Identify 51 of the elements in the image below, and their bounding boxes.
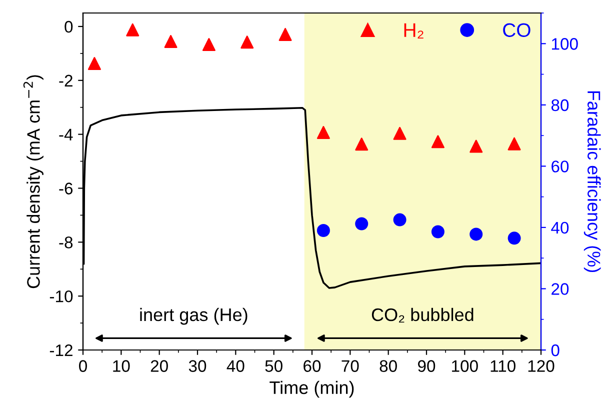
x-tick-label: 120 (528, 360, 554, 372)
y2-tick-label: 80 (551, 99, 569, 112)
point (126, 23, 140, 36)
x-tick-label: 10 (113, 360, 130, 372)
y2-tick-label: 0 (551, 344, 560, 356)
x-tick-label: 100 (452, 360, 478, 372)
x-tick-label: 110 (490, 360, 516, 372)
band-label: CO₂ bubbled (372, 308, 474, 323)
point (355, 217, 368, 230)
x-tick-label: 90 (418, 360, 436, 372)
y-tick-label: -6 (59, 182, 73, 194)
x-tick-label: 80 (380, 360, 397, 372)
annotation: inert gas (He) (140, 308, 248, 325)
point (355, 138, 368, 151)
legend-label: H₂ (404, 23, 424, 38)
point (316, 126, 330, 139)
y-tick-label: 0 (64, 20, 73, 33)
point (202, 38, 216, 52)
y-tick-label: -10 (50, 290, 73, 302)
point (431, 225, 444, 238)
point (393, 126, 406, 140)
point (278, 28, 292, 41)
y-tick-label: -8 (59, 236, 73, 248)
legend-label: CO (503, 23, 530, 38)
point (393, 213, 406, 226)
y2-tick-label: 40 (551, 222, 569, 234)
y-tick-label: -12 (50, 344, 72, 356)
x-tick-label: 40 (226, 360, 244, 372)
x-tick-label: 50 (265, 360, 282, 372)
point (470, 228, 483, 241)
y2-tick-label: 100 (552, 38, 578, 50)
x-axis-title: Time (min) (270, 380, 354, 398)
x-tick-label: 20 (150, 360, 168, 372)
x-tick-label: 30 (188, 360, 206, 372)
y-tick-label: -4 (59, 128, 73, 140)
y2-tick-label: 60 (552, 160, 569, 172)
point (508, 232, 521, 245)
point (470, 140, 483, 153)
y-tick-label: -2 (59, 74, 72, 86)
y-axis-title: Current density (mA cm$^{−2}$) (23, 75, 44, 288)
x-tick-label: 70 (342, 360, 359, 372)
point (316, 224, 330, 238)
y2-axis-title: Faradaic efficiency (%) (584, 91, 601, 272)
point (164, 34, 178, 48)
point (508, 137, 521, 150)
point (88, 57, 101, 70)
point (431, 135, 444, 148)
x-tick-label: 60 (304, 360, 321, 372)
point (240, 36, 254, 49)
x-tick-label: 0 (79, 360, 87, 372)
y2-tick-label: 20 (552, 283, 569, 295)
